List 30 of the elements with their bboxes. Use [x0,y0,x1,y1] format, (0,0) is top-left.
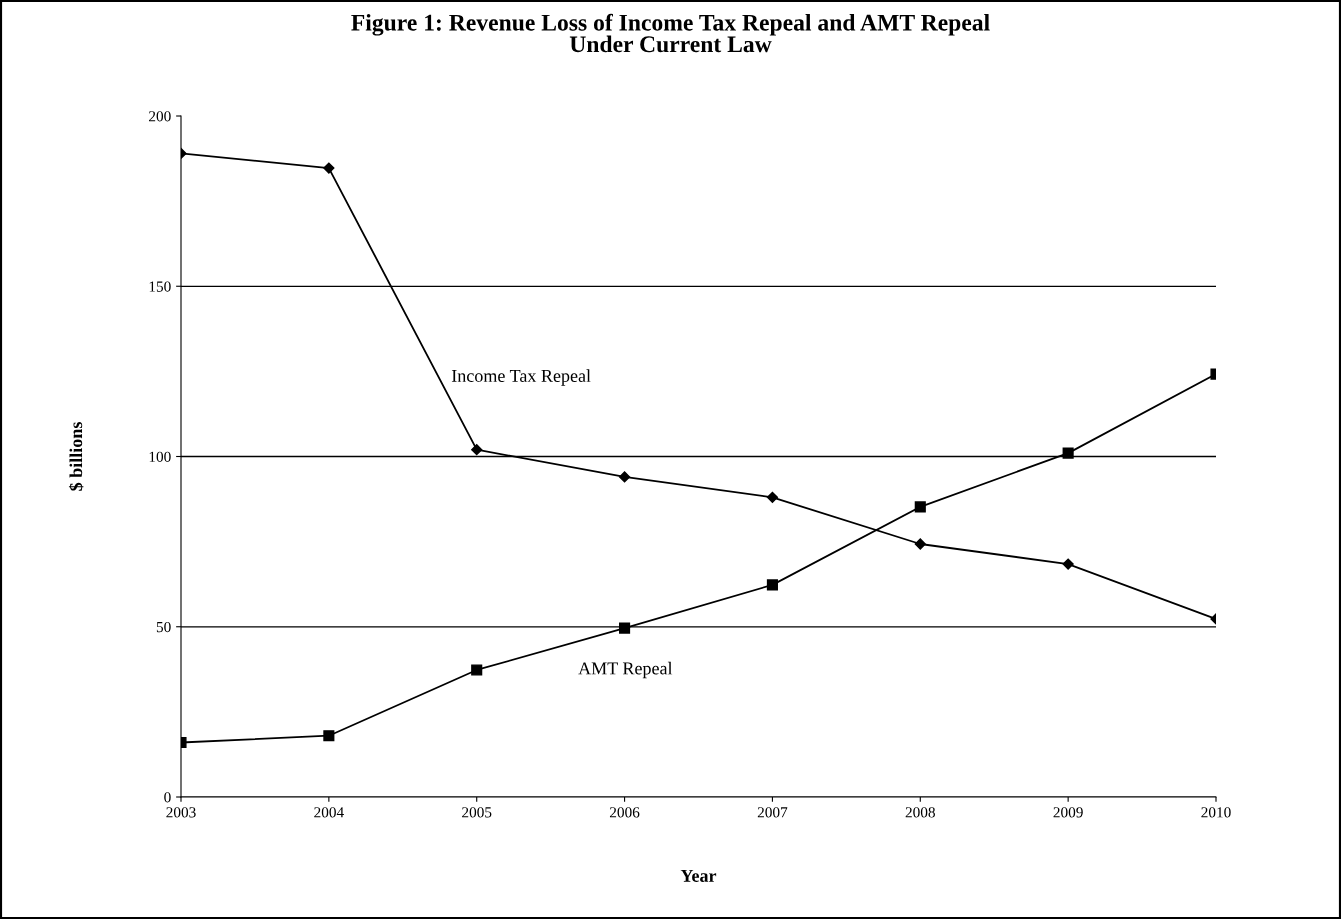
point [1062,558,1074,570]
x-tick-label: 2008 [905,807,935,818]
point [1062,447,1074,459]
y-axis-title: $ billions [68,422,84,491]
x-tick-label: 2009 [1053,807,1083,818]
x-tick-label: 2004 [314,807,344,818]
point [619,622,631,634]
point [914,501,926,513]
point [471,664,483,676]
series-label: AMT Repeal [578,661,673,679]
point [914,538,926,550]
y-tick-label: 50 [156,621,171,633]
point [323,730,335,742]
point [766,491,779,503]
series-label: Income Tax Repeal [451,369,591,386]
chart-title: Figure 1: Revenue Loss of Income Tax Repeal and AMT Repeal Under Current Law [351,13,990,53]
y-tick-label: 0 [164,792,171,803]
y-tick-label: 200 [149,111,171,122]
point [618,471,631,483]
x-tick-label: 2007 [757,807,788,818]
x-axis-title: Year [680,869,717,882]
y-tick-label: 150 [149,281,171,292]
point [323,162,335,174]
point [471,444,483,456]
x-tick-label: 2010 [1201,807,1231,818]
y-tick-label: 100 [149,451,171,462]
x-tick-label: 2003 [166,807,196,818]
x-tick-label: 2006 [609,807,640,818]
point [766,579,778,591]
x-tick-label: 2005 [462,807,492,818]
